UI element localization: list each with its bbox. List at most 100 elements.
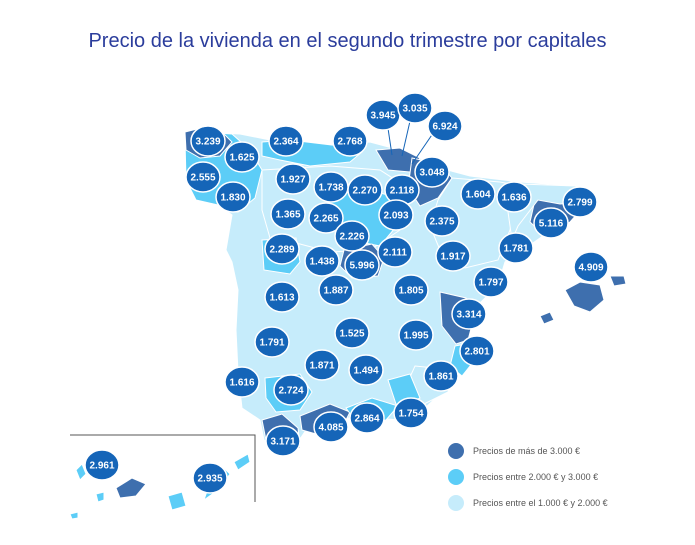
price-pin-circle [185, 161, 221, 193]
price-pin-circle [459, 335, 495, 367]
price-pin: 1.830 [215, 181, 251, 213]
price-pin-circle [393, 274, 429, 306]
price-pin: 2.270 [347, 174, 383, 206]
price-pin: 1.738 [313, 171, 349, 203]
price-pin-label: 2.799 [567, 198, 592, 209]
la-palma [75, 463, 87, 481]
price-pin-circle [264, 281, 300, 313]
price-pin-label: 2.375 [429, 217, 454, 228]
price-pin-label: 1.636 [501, 193, 526, 204]
price-pin-circle [460, 178, 496, 210]
price-pin: 1.625 [224, 141, 260, 173]
price-pin-label: 4.909 [578, 263, 603, 274]
price-pin-label: 2.724 [278, 386, 303, 397]
price-pin: 2.111 [377, 236, 413, 268]
price-pin-label: 2.118 [390, 186, 415, 197]
price-pin-circle [451, 298, 487, 330]
legend-item-high: Precios de más de 3.000 € [448, 438, 608, 464]
price-pin-label: 1.871 [309, 361, 334, 372]
price-pin-label: 2.270 [352, 186, 377, 197]
price-pin-label: 3.048 [419, 168, 444, 179]
price-pin-label: 5.996 [349, 261, 374, 272]
price-pin: 3.314 [451, 298, 487, 330]
price-pin-circle [270, 198, 306, 230]
price-pin: 2.226 [334, 220, 370, 252]
price-pin-circle [273, 374, 309, 406]
price-pin-circle [332, 125, 368, 157]
price-pin: 3.048 [414, 156, 450, 188]
price-pin: 1.887 [318, 274, 354, 306]
price-pin-label: 3.945 [370, 111, 395, 122]
price-pin-label: 3.239 [195, 137, 220, 148]
legend-label-high: Precios de más de 3.000 € [473, 446, 581, 456]
price-pin-label: 1.927 [280, 175, 305, 186]
legend-item-mid: Precios entre 2.000 € y 3.000 € [448, 464, 608, 490]
price-pin: 3.239 [190, 125, 226, 157]
price-pin-circle [424, 205, 460, 237]
legend-label-low: Precios entre el 1.000 € y 2.000 € [473, 498, 608, 508]
price-pin: 6.924 [427, 110, 463, 142]
price-pin: 2.093 [378, 199, 414, 231]
price-pin: 1.525 [334, 317, 370, 349]
price-pin: 1.805 [393, 274, 429, 306]
price-pin-circle [215, 181, 251, 213]
price-pin-label: 2.801 [464, 347, 489, 358]
price-pin: 2.935 [192, 462, 228, 494]
price-pin: 2.799 [562, 186, 598, 218]
price-pin-label: 1.830 [220, 193, 245, 204]
map-title: Precio de la vivienda en el segundo trim… [88, 30, 607, 52]
price-pin-label: 2.864 [354, 414, 379, 425]
price-pin-circle [313, 411, 349, 443]
price-pin-circle [344, 249, 380, 281]
price-pin: 3.945 [365, 99, 401, 131]
price-pin-circle [435, 240, 471, 272]
price-pin-label: 1.887 [323, 286, 348, 297]
price-pin-circle [397, 92, 433, 124]
price-pin-label: 2.226 [339, 232, 364, 243]
price-pin: 4.085 [313, 411, 349, 443]
price-pin: 5.116 [533, 207, 569, 239]
lanzarote [233, 453, 251, 471]
price-pin-label: 1.797 [478, 278, 503, 289]
canary-frame [70, 434, 256, 502]
la-gomera [95, 491, 105, 503]
price-pin-circle [268, 125, 304, 157]
price-pin: 2.364 [268, 125, 304, 157]
legend-item-low: Precios entre el 1.000 € y 2.000 € [448, 490, 608, 516]
price-pin-label: 2.265 [313, 214, 338, 225]
price-pin: 2.724 [273, 374, 309, 406]
ibiza [539, 311, 555, 325]
price-pin-circle [427, 110, 463, 142]
price-pin-circle [264, 233, 300, 265]
price-pin-label: 2.555 [190, 173, 215, 184]
price-pin: 2.289 [264, 233, 300, 265]
price-pin-label: 1.791 [259, 338, 284, 349]
price-pin-label: 1.604 [465, 190, 490, 201]
price-pin-label: 2.289 [269, 245, 294, 256]
price-pin-label: 1.438 [309, 257, 334, 268]
legend-swatch-high [448, 443, 464, 459]
price-pin-circle [423, 360, 459, 392]
price-pin-circle [304, 349, 340, 381]
price-pin-label: 1.738 [318, 183, 343, 194]
price-pin: 1.613 [264, 281, 300, 313]
price-pin-label: 1.861 [428, 372, 453, 383]
price-pin-circle [349, 402, 385, 434]
price-pin-label: 1.995 [403, 331, 428, 342]
price-pin: 2.375 [424, 205, 460, 237]
price-pin-label: 2.111 [383, 248, 407, 259]
price-pin: 2.961 [84, 449, 120, 481]
legend: Precios de más de 3.000 € Precios entre … [448, 438, 608, 516]
price-pin-label: 1.805 [398, 286, 423, 297]
price-pin: 1.797 [473, 266, 509, 298]
price-pin: 1.494 [348, 354, 384, 386]
price-pin-circle [304, 245, 340, 277]
price-pin-label: 2.961 [89, 461, 114, 472]
price-pin-circle [398, 319, 434, 351]
price-pin-label: 1.917 [440, 252, 465, 263]
price-pin-circle [224, 366, 260, 398]
price-pin-circle [498, 232, 534, 264]
price-pin: 1.616 [224, 366, 260, 398]
price-pin: 1.917 [435, 240, 471, 272]
